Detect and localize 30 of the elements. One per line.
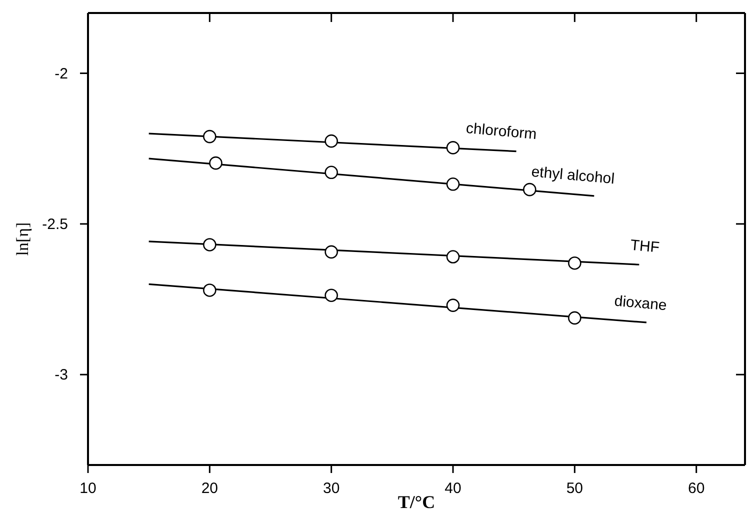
- y-tick-label: -2.5: [42, 216, 68, 233]
- point: [203, 130, 216, 144]
- point: [203, 284, 216, 297]
- point: [568, 256, 582, 270]
- x-tick-label: 60: [688, 480, 705, 497]
- x-tick-label: 50: [566, 480, 584, 497]
- point: [324, 245, 338, 259]
- point: [523, 182, 536, 196]
- point: [209, 156, 222, 170]
- point: [324, 166, 338, 180]
- y-tick-label: -3: [54, 366, 68, 384]
- x-tick-label: 40: [444, 480, 462, 497]
- point: [568, 311, 582, 325]
- point: [446, 141, 460, 154]
- point: [446, 298, 460, 312]
- series-label: dioxane: [614, 292, 668, 314]
- point: [324, 134, 338, 148]
- series-label: chloroform: [465, 120, 538, 144]
- x-tick-label: 10: [80, 480, 96, 497]
- x-tick-label: 30: [322, 480, 340, 497]
- y-axis-title: ln[η]: [13, 222, 32, 256]
- series-label: ethyl alcohol: [530, 163, 616, 188]
- point: [446, 178, 460, 191]
- point: [324, 288, 338, 302]
- series-label: THF: [630, 236, 660, 256]
- x-axis-title: T/°C: [398, 492, 436, 512]
- x-tick-label: 20: [201, 480, 218, 497]
- y-tick-label: -2: [54, 65, 68, 82]
- point: [203, 238, 216, 252]
- point: [446, 250, 460, 264]
